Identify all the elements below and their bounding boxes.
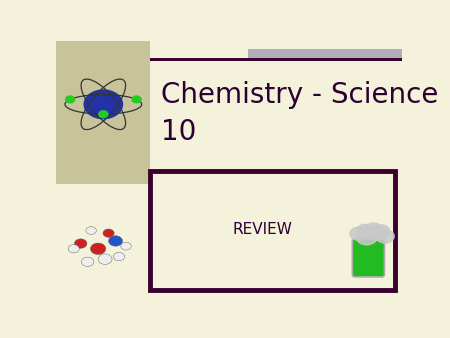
Circle shape — [86, 227, 96, 235]
Text: Chemistry - Science
10: Chemistry - Science 10 — [161, 81, 438, 146]
Circle shape — [84, 90, 122, 119]
Text: REVIEW: REVIEW — [232, 222, 292, 237]
Circle shape — [98, 254, 112, 264]
Circle shape — [374, 225, 389, 236]
Circle shape — [350, 227, 367, 240]
Circle shape — [68, 245, 79, 253]
Circle shape — [367, 226, 387, 240]
Circle shape — [99, 111, 108, 118]
FancyBboxPatch shape — [352, 239, 384, 277]
Bar — [150, 171, 395, 290]
Circle shape — [103, 229, 114, 237]
Circle shape — [90, 243, 106, 255]
Circle shape — [376, 230, 394, 243]
Circle shape — [81, 257, 94, 266]
Bar — [56, 41, 150, 184]
Circle shape — [74, 239, 87, 248]
Bar — [150, 58, 401, 62]
Circle shape — [121, 242, 131, 250]
Circle shape — [113, 252, 125, 261]
Circle shape — [66, 96, 75, 103]
Circle shape — [365, 223, 382, 236]
Bar — [248, 49, 401, 60]
Circle shape — [356, 229, 377, 245]
Circle shape — [132, 96, 141, 103]
Circle shape — [108, 236, 122, 246]
Circle shape — [357, 224, 373, 236]
